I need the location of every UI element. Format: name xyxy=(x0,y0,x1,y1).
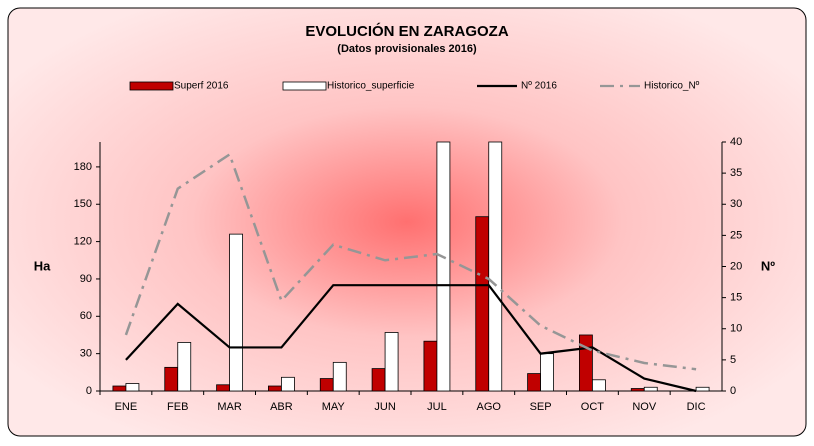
bar xyxy=(332,361,347,392)
y2-tick-label: 35 xyxy=(730,167,742,179)
legend-label: Historico_superficie xyxy=(327,81,415,92)
chart-title: EVOLUCIÓN EN ZARAGOZA xyxy=(305,22,509,40)
x-tick-label: SEP xyxy=(530,401,552,413)
x-tick-label: ABR xyxy=(270,401,293,413)
y-tick-label: 120 xyxy=(74,236,92,248)
bar xyxy=(643,386,658,392)
bar xyxy=(371,368,386,392)
bar xyxy=(630,388,645,392)
bar xyxy=(384,332,399,392)
y-tick-label: 150 xyxy=(74,198,92,210)
line xyxy=(124,152,697,371)
bar xyxy=(475,216,490,392)
y2-tick-label: 25 xyxy=(730,229,742,241)
y-axis-label: Ha xyxy=(34,258,51,273)
x-tick-label: ENE xyxy=(115,401,138,413)
y2-tick-label: 15 xyxy=(730,292,742,304)
bar xyxy=(592,379,606,392)
y-tick-label: 0 xyxy=(86,385,92,397)
bar xyxy=(423,340,438,392)
y2-tick-label: 0 xyxy=(730,385,736,397)
y-tick-label: 90 xyxy=(80,273,92,285)
y2-tick-label: 5 xyxy=(730,354,736,366)
legend-label: Nº 2016 xyxy=(521,81,557,92)
legend-label: Historico_Nº xyxy=(644,81,700,92)
bar xyxy=(281,376,295,392)
bar xyxy=(164,366,179,392)
chart-subtitle: (Datos provisionales 2016) xyxy=(337,43,477,55)
y2-tick-label: 30 xyxy=(730,198,742,210)
bar xyxy=(579,334,593,392)
bar xyxy=(319,378,334,392)
chart-frame xyxy=(7,7,807,437)
bar xyxy=(229,233,243,392)
x-tick-label: FEB xyxy=(167,401,188,413)
bar xyxy=(216,384,230,392)
legend-swatch xyxy=(282,81,327,91)
x-tick-label: DIC xyxy=(687,401,706,413)
line xyxy=(125,284,697,393)
bar xyxy=(177,342,192,392)
y-tick-label: 60 xyxy=(80,310,92,322)
x-tick-label: MAR xyxy=(217,401,242,413)
y2-tick-label: 20 xyxy=(730,260,742,272)
x-tick-label: JUN xyxy=(374,401,395,413)
x-tick-label: NOV xyxy=(632,401,657,413)
legend-label: Superf 2016 xyxy=(174,81,229,92)
y-tick-label: 180 xyxy=(74,161,92,173)
y2-axis-label: Nº xyxy=(761,258,775,273)
bar xyxy=(125,383,140,392)
legend-swatch xyxy=(129,81,174,91)
bar xyxy=(488,141,503,392)
y2-tick-label: 10 xyxy=(730,323,742,335)
x-tick-label: OCT xyxy=(581,401,605,413)
x-tick-label: AGO xyxy=(477,401,502,413)
bar xyxy=(540,353,554,392)
bar xyxy=(112,385,127,392)
y-tick-label: 30 xyxy=(80,348,92,360)
x-tick-label: JUL xyxy=(427,401,447,413)
bar xyxy=(268,385,282,392)
y2-tick-label: 40 xyxy=(730,136,742,148)
x-tick-label: MAY xyxy=(322,401,346,413)
bar xyxy=(695,386,710,392)
bar xyxy=(436,141,451,392)
bar xyxy=(527,373,541,392)
